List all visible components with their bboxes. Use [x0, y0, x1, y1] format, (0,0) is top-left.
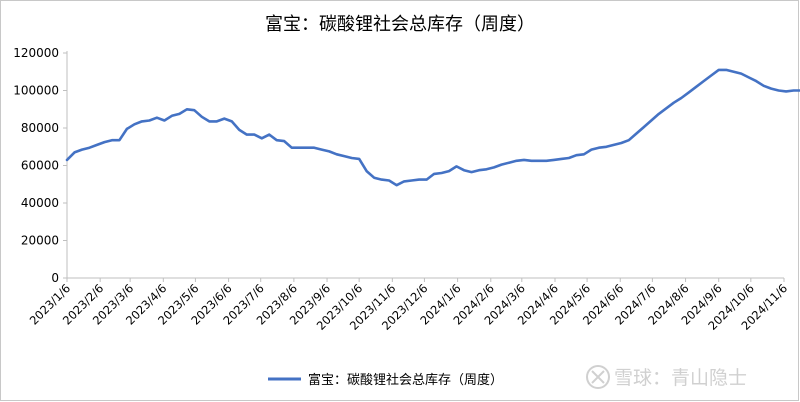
series-layer: [65, 68, 800, 187]
snowball-logo-mark: [591, 370, 605, 384]
x-axis: 2023/1/62023/2/62023/3/62023/4/62023/5/6…: [27, 277, 790, 333]
y-tick-label: 120000: [13, 46, 59, 60]
legend: 富宝：碳酸锂社会总库存（周度）: [268, 372, 503, 388]
watermark-text: 雪球：青山隐士: [614, 367, 747, 389]
y-tick-label: 40000: [21, 196, 59, 210]
y-tick-label: 80000: [21, 121, 59, 135]
watermark: 雪球：青山隐士: [586, 365, 747, 389]
y-tick-label: 20000: [21, 234, 59, 248]
y-axis: 0 20000 40000 60000 80000 100000 120000: [13, 46, 68, 285]
legend-label: 富宝：碳酸锂社会总库存（周度）: [308, 372, 503, 388]
series-line: [65, 68, 800, 187]
snowball-logo-icon: [586, 365, 610, 389]
y-tick-label: 100000: [13, 84, 59, 98]
y-tick-label: 0: [51, 271, 59, 285]
chart-title: 富宝：碳酸锂社会总库存（周度）: [265, 14, 535, 35]
y-tick-label: 60000: [21, 159, 59, 173]
